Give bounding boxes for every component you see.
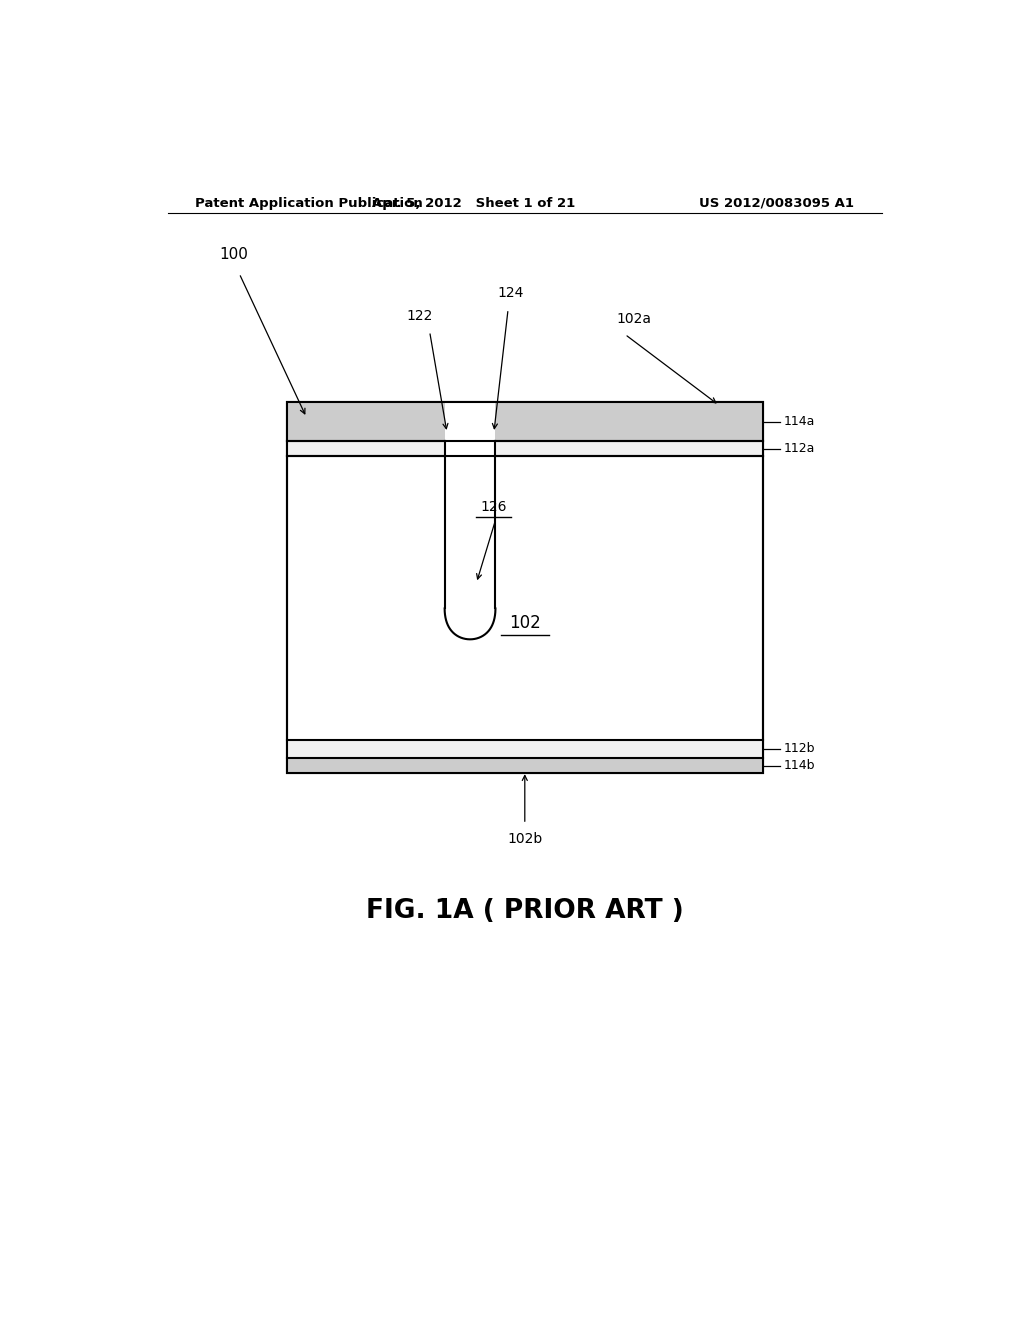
Text: 102: 102 [509,614,541,632]
Text: Patent Application Publication: Patent Application Publication [196,197,423,210]
Text: 112a: 112a [783,442,815,455]
Text: 102b: 102b [507,833,543,846]
Bar [287,758,763,774]
Text: FIG. 1A ( PRIOR ART ): FIG. 1A ( PRIOR ART ) [366,898,684,924]
Bar [444,403,496,441]
Text: 112b: 112b [783,742,815,755]
Bar [287,403,763,441]
Text: 126: 126 [480,500,507,513]
Text: Apr. 5, 2012   Sheet 1 of 21: Apr. 5, 2012 Sheet 1 of 21 [372,197,574,210]
Bar [444,441,496,457]
Bar [287,441,763,457]
Bar [287,739,763,758]
Text: 114b: 114b [783,759,815,772]
Bar [287,403,763,774]
Text: 114a: 114a [783,416,815,428]
Text: 122: 122 [407,309,433,323]
Text: 124: 124 [498,285,523,300]
Text: 100: 100 [219,247,248,263]
Text: 102a: 102a [616,312,652,326]
Bar [287,403,763,774]
Text: US 2012/0083095 A1: US 2012/0083095 A1 [699,197,854,210]
Polygon shape [444,441,496,639]
